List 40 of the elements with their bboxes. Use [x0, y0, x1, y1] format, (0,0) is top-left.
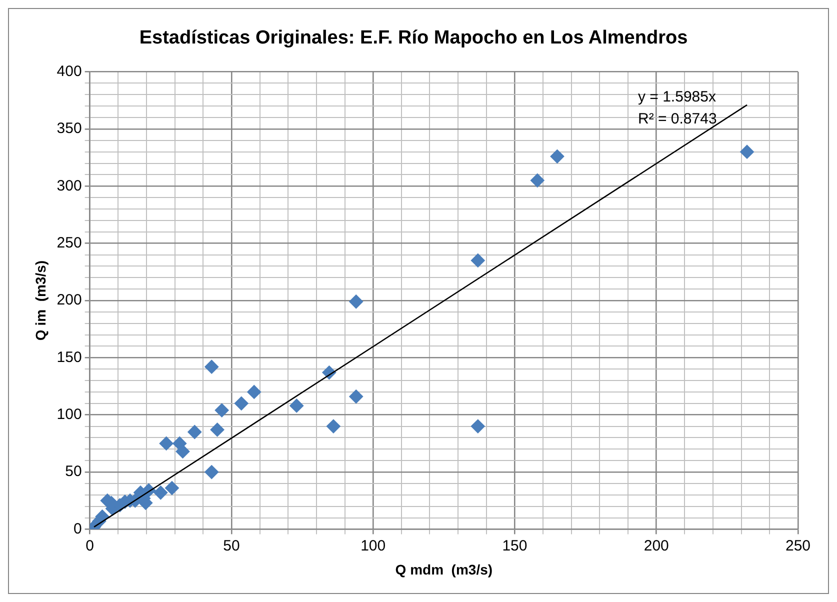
y-tick-label: 200 — [56, 292, 82, 309]
point — [349, 390, 364, 404]
annotation: y = 1.5985x — [638, 88, 716, 106]
point — [470, 253, 485, 268]
y-tick-label: 250 — [56, 234, 82, 252]
point — [154, 486, 168, 500]
point — [740, 144, 754, 159]
y-tick-label: 50 — [65, 463, 82, 480]
x-tick-label: 200 — [644, 537, 669, 554]
point — [234, 396, 248, 410]
point — [349, 294, 364, 309]
point — [210, 422, 224, 437]
point — [326, 419, 340, 434]
point — [470, 419, 485, 434]
y-tick-label: 300 — [56, 177, 82, 194]
y-tick-label: 350 — [56, 120, 82, 138]
point — [164, 481, 179, 496]
point — [550, 149, 564, 164]
point — [159, 436, 174, 450]
chart-title: Estadísticas Originales: E.F. Río Mapocho en Los Almendros — [139, 28, 688, 49]
x-tick-label: 0 — [86, 537, 94, 554]
x-tick-label: 50 — [223, 537, 240, 554]
point — [204, 465, 219, 480]
y-tick-label: 100 — [56, 406, 82, 423]
point — [214, 403, 229, 418]
annotation: R² = 0.8743 — [638, 110, 717, 128]
x-tick-label: 150 — [502, 537, 528, 554]
point — [530, 173, 544, 188]
y-tick-label: 400 — [56, 62, 82, 80]
point — [204, 360, 219, 374]
x-tick-label: 100 — [360, 537, 386, 554]
point — [188, 425, 202, 440]
y-tick-label: 0 — [73, 520, 82, 538]
point — [176, 444, 190, 458]
point — [290, 398, 304, 413]
x-axis-title: Q mdm (m3/s) — [395, 561, 493, 578]
y-axis-title: Q im (m3/s) — [32, 260, 48, 341]
point — [247, 384, 262, 399]
y-tick-label: 150 — [56, 348, 82, 366]
x-tick-label: 250 — [785, 537, 811, 554]
